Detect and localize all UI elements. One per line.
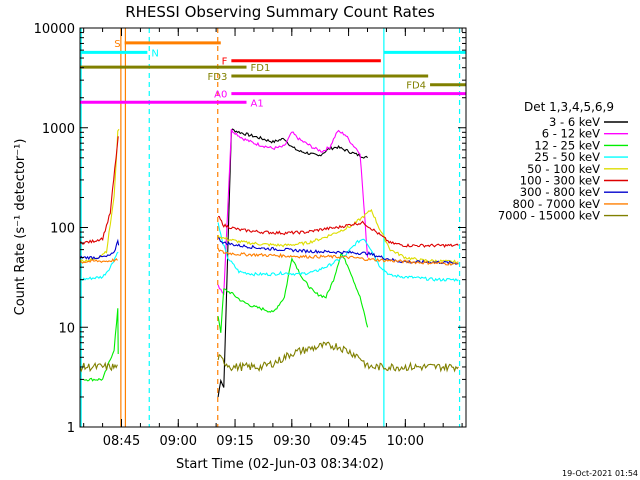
legend-label: 300 - 800 keV [520, 185, 600, 199]
state-bar-label: F [222, 57, 228, 68]
y-tick-label: 1 [67, 421, 75, 436]
series-line [217, 128, 369, 295]
legend-label: 3 - 6 keV [549, 115, 600, 129]
series-line [79, 237, 459, 265]
y-tick-label: 10 [58, 321, 75, 336]
x-tick-label: 09:45 [330, 434, 367, 449]
x-tick-label: 08:45 [103, 434, 140, 449]
series-line [217, 128, 369, 398]
plot-area: S N F FD1 FD3 FD4 A0 A1 [79, 27, 467, 428]
chart-title: RHESSI Observing Summary Count Rates [125, 3, 435, 21]
x-tick-label: 09:15 [216, 434, 253, 449]
x-axis-label: Start Time (02-Jun-03 08:34:02) [176, 457, 384, 472]
x-tick-label: 09:30 [273, 434, 310, 449]
series-line [79, 341, 459, 373]
state-bar-label: A0 [214, 90, 227, 101]
legend-label: 100 - 300 keV [520, 174, 600, 188]
legend-label: 50 - 100 keV [527, 162, 600, 176]
y-tick-label: 100 [50, 222, 75, 237]
legend-title: Det 1,3,4,5,6,9 [524, 100, 614, 114]
legend-label: 6 - 12 keV [542, 127, 600, 141]
y-axis: 1 10 100 1000 10000 [34, 22, 466, 436]
state-bar-label: A1 [251, 98, 264, 109]
legend-label: 12 - 25 keV [534, 138, 600, 152]
state-bar-label: N [151, 48, 158, 59]
y-tick-label: 1000 [42, 122, 75, 137]
series-line [79, 222, 459, 282]
y-axis-label: Count Rate (s⁻¹ detector⁻¹) [13, 139, 28, 316]
legend-label: 25 - 50 keV [534, 150, 600, 164]
series-line [79, 136, 459, 249]
state-bar-label: FD4 [406, 81, 426, 92]
state-bar-label: FD3 [208, 72, 228, 83]
legend-label: 7000 - 15000 keV [498, 209, 600, 223]
timestamp: 19-Oct-2021 01:54 [562, 469, 638, 478]
state-bar-label: FD1 [251, 63, 271, 74]
x-tick-label: 10:00 [387, 434, 424, 449]
y-tick-label: 10000 [34, 22, 75, 37]
series-line [79, 248, 459, 266]
legend-label: 800 - 7000 keV [512, 197, 600, 211]
series-line [79, 128, 459, 265]
x-axis: 08:45 09:00 09:15 09:30 09:45 10:00 [83, 28, 463, 449]
x-tick-label: 09:00 [160, 434, 197, 449]
state-bar-label: S [114, 39, 120, 50]
